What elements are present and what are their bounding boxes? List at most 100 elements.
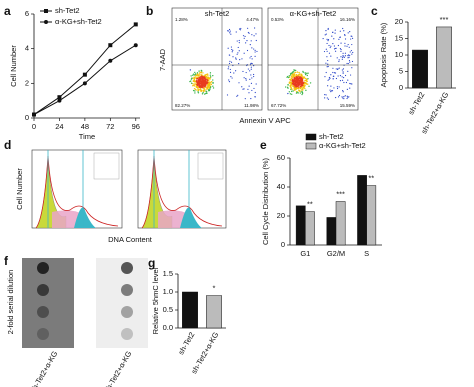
flow-dot xyxy=(293,77,296,79)
flow-plot-frame xyxy=(267,7,359,111)
flow-dot xyxy=(197,87,199,90)
flow-dot xyxy=(296,74,298,77)
flow-dot xyxy=(190,80,192,82)
flow-dot xyxy=(301,77,303,79)
point xyxy=(57,95,62,100)
flow-dot xyxy=(201,80,204,82)
flow-dot xyxy=(341,79,344,81)
flow-dot xyxy=(195,82,197,84)
flow-dot xyxy=(331,35,333,37)
flow-dot xyxy=(228,62,231,65)
flow-dot xyxy=(335,68,337,70)
y-tick-label: 0.0 xyxy=(163,323,173,332)
y-tick-label: 20 xyxy=(277,211,285,220)
flow-dot xyxy=(245,42,247,44)
flow-dot xyxy=(295,82,297,85)
flow-dot xyxy=(189,69,192,71)
blot-dot xyxy=(37,262,49,274)
flow-dot xyxy=(195,85,198,88)
flow-dot xyxy=(346,97,348,100)
flow-dot xyxy=(238,50,240,52)
flow-dot xyxy=(343,56,345,59)
flow-dot xyxy=(326,56,328,58)
flow-dot xyxy=(200,74,202,76)
flow-dot xyxy=(351,67,353,69)
flow-dot xyxy=(194,90,196,92)
flow-dot xyxy=(304,72,306,74)
flow-dot xyxy=(325,33,327,35)
flow-dot xyxy=(244,98,246,100)
flow-dot xyxy=(198,77,201,79)
flow-dot xyxy=(325,94,327,96)
flow-dot xyxy=(239,59,241,61)
flow-dot xyxy=(300,73,303,76)
flow-dot xyxy=(192,85,194,87)
flow-dot xyxy=(294,69,297,72)
flow-dot xyxy=(193,78,196,81)
flow-dot xyxy=(289,83,292,85)
flow-dot xyxy=(232,56,234,58)
flow-dot xyxy=(294,80,296,82)
flow-dot xyxy=(243,52,245,54)
flow-dot xyxy=(249,78,251,80)
flow-dot xyxy=(344,42,346,44)
x-tick-label: S xyxy=(364,249,369,258)
blot-dot xyxy=(37,328,49,340)
flow-dot xyxy=(290,75,293,78)
blot-membrane xyxy=(22,258,74,348)
bar xyxy=(305,211,315,246)
y-axis-label: Apoptosis Rate (%) xyxy=(379,22,388,87)
flow-dot xyxy=(243,77,245,79)
flow-dot xyxy=(348,96,350,98)
flow-dot xyxy=(230,46,233,48)
flow-dot xyxy=(239,29,242,31)
flow-dot xyxy=(242,88,244,90)
flow-dot xyxy=(197,74,199,76)
panel-letter: c xyxy=(371,4,378,18)
flow-dot xyxy=(295,80,298,83)
flow-dot xyxy=(250,55,252,58)
flow-dot xyxy=(226,94,229,96)
flow-dot xyxy=(298,73,300,76)
flow-dot xyxy=(248,32,250,34)
flow-dot xyxy=(193,87,196,90)
flow-dot xyxy=(238,42,240,44)
flow-dot xyxy=(332,31,334,33)
flow-dot xyxy=(342,56,344,58)
flow-dot xyxy=(302,84,304,87)
y-tick-label: 0 xyxy=(25,113,29,122)
flow-dot xyxy=(197,83,199,85)
flow-dot xyxy=(334,32,336,34)
flow-dot xyxy=(294,74,296,76)
flow-dot xyxy=(327,65,329,68)
flow-dot xyxy=(198,73,200,76)
flow-dot xyxy=(295,76,298,78)
bar xyxy=(436,26,452,89)
flow-dot xyxy=(241,86,243,88)
y-tick-label: 10 xyxy=(395,50,403,59)
dot-blot-y-label: 2-fold serial dilution xyxy=(6,270,15,335)
flow-dot xyxy=(202,84,204,86)
flow-dot xyxy=(337,68,339,70)
flow-dot xyxy=(298,71,300,74)
x-tick-label: G2/M xyxy=(327,249,345,258)
flow-dot xyxy=(347,57,349,59)
flow-dot xyxy=(193,83,196,85)
flow-dot xyxy=(289,76,291,78)
flow-dot xyxy=(242,35,245,37)
flow-dot xyxy=(250,40,252,42)
flow-dot xyxy=(201,93,204,95)
blot-dot xyxy=(121,284,133,296)
flow-dot xyxy=(203,82,206,84)
flow-dot xyxy=(200,77,202,79)
blot-dot xyxy=(121,328,133,340)
flow-dot xyxy=(341,96,343,98)
flow-dot xyxy=(324,34,326,36)
y-tick-label: 6 xyxy=(25,9,29,18)
flow-dot xyxy=(305,89,307,92)
flow-dot xyxy=(228,28,231,31)
flow-dot xyxy=(236,95,238,97)
flow-dot xyxy=(293,74,295,77)
flow-dot xyxy=(349,31,351,33)
flow-dot xyxy=(202,87,205,90)
